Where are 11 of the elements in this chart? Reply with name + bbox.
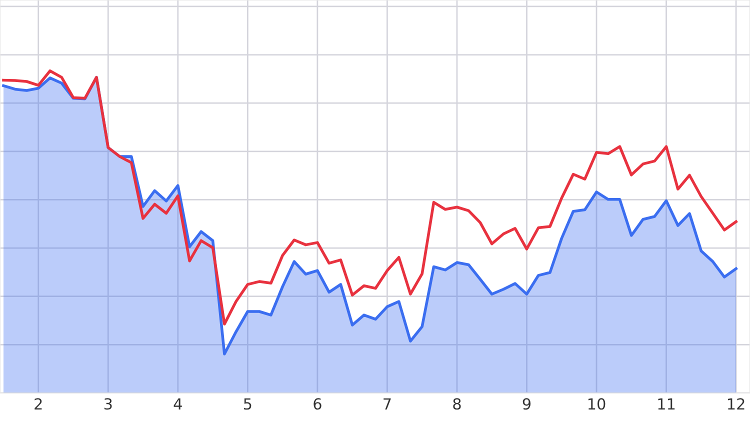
- x-tick-label: 4: [174, 398, 182, 410]
- x-tick-label: 2: [34, 398, 42, 410]
- x-tick-label: 10: [588, 398, 606, 410]
- x-tick-label: 3: [104, 398, 112, 410]
- x-tick-label: 9: [522, 398, 531, 410]
- x-tick-label: 11: [658, 398, 675, 410]
- x-tick-label: 7: [384, 398, 391, 410]
- x-tick-label: 6: [314, 398, 322, 410]
- x-tick-label: 5: [244, 398, 252, 410]
- x-tick-label: 12: [728, 398, 744, 410]
- x-tick-label: 8: [453, 398, 461, 410]
